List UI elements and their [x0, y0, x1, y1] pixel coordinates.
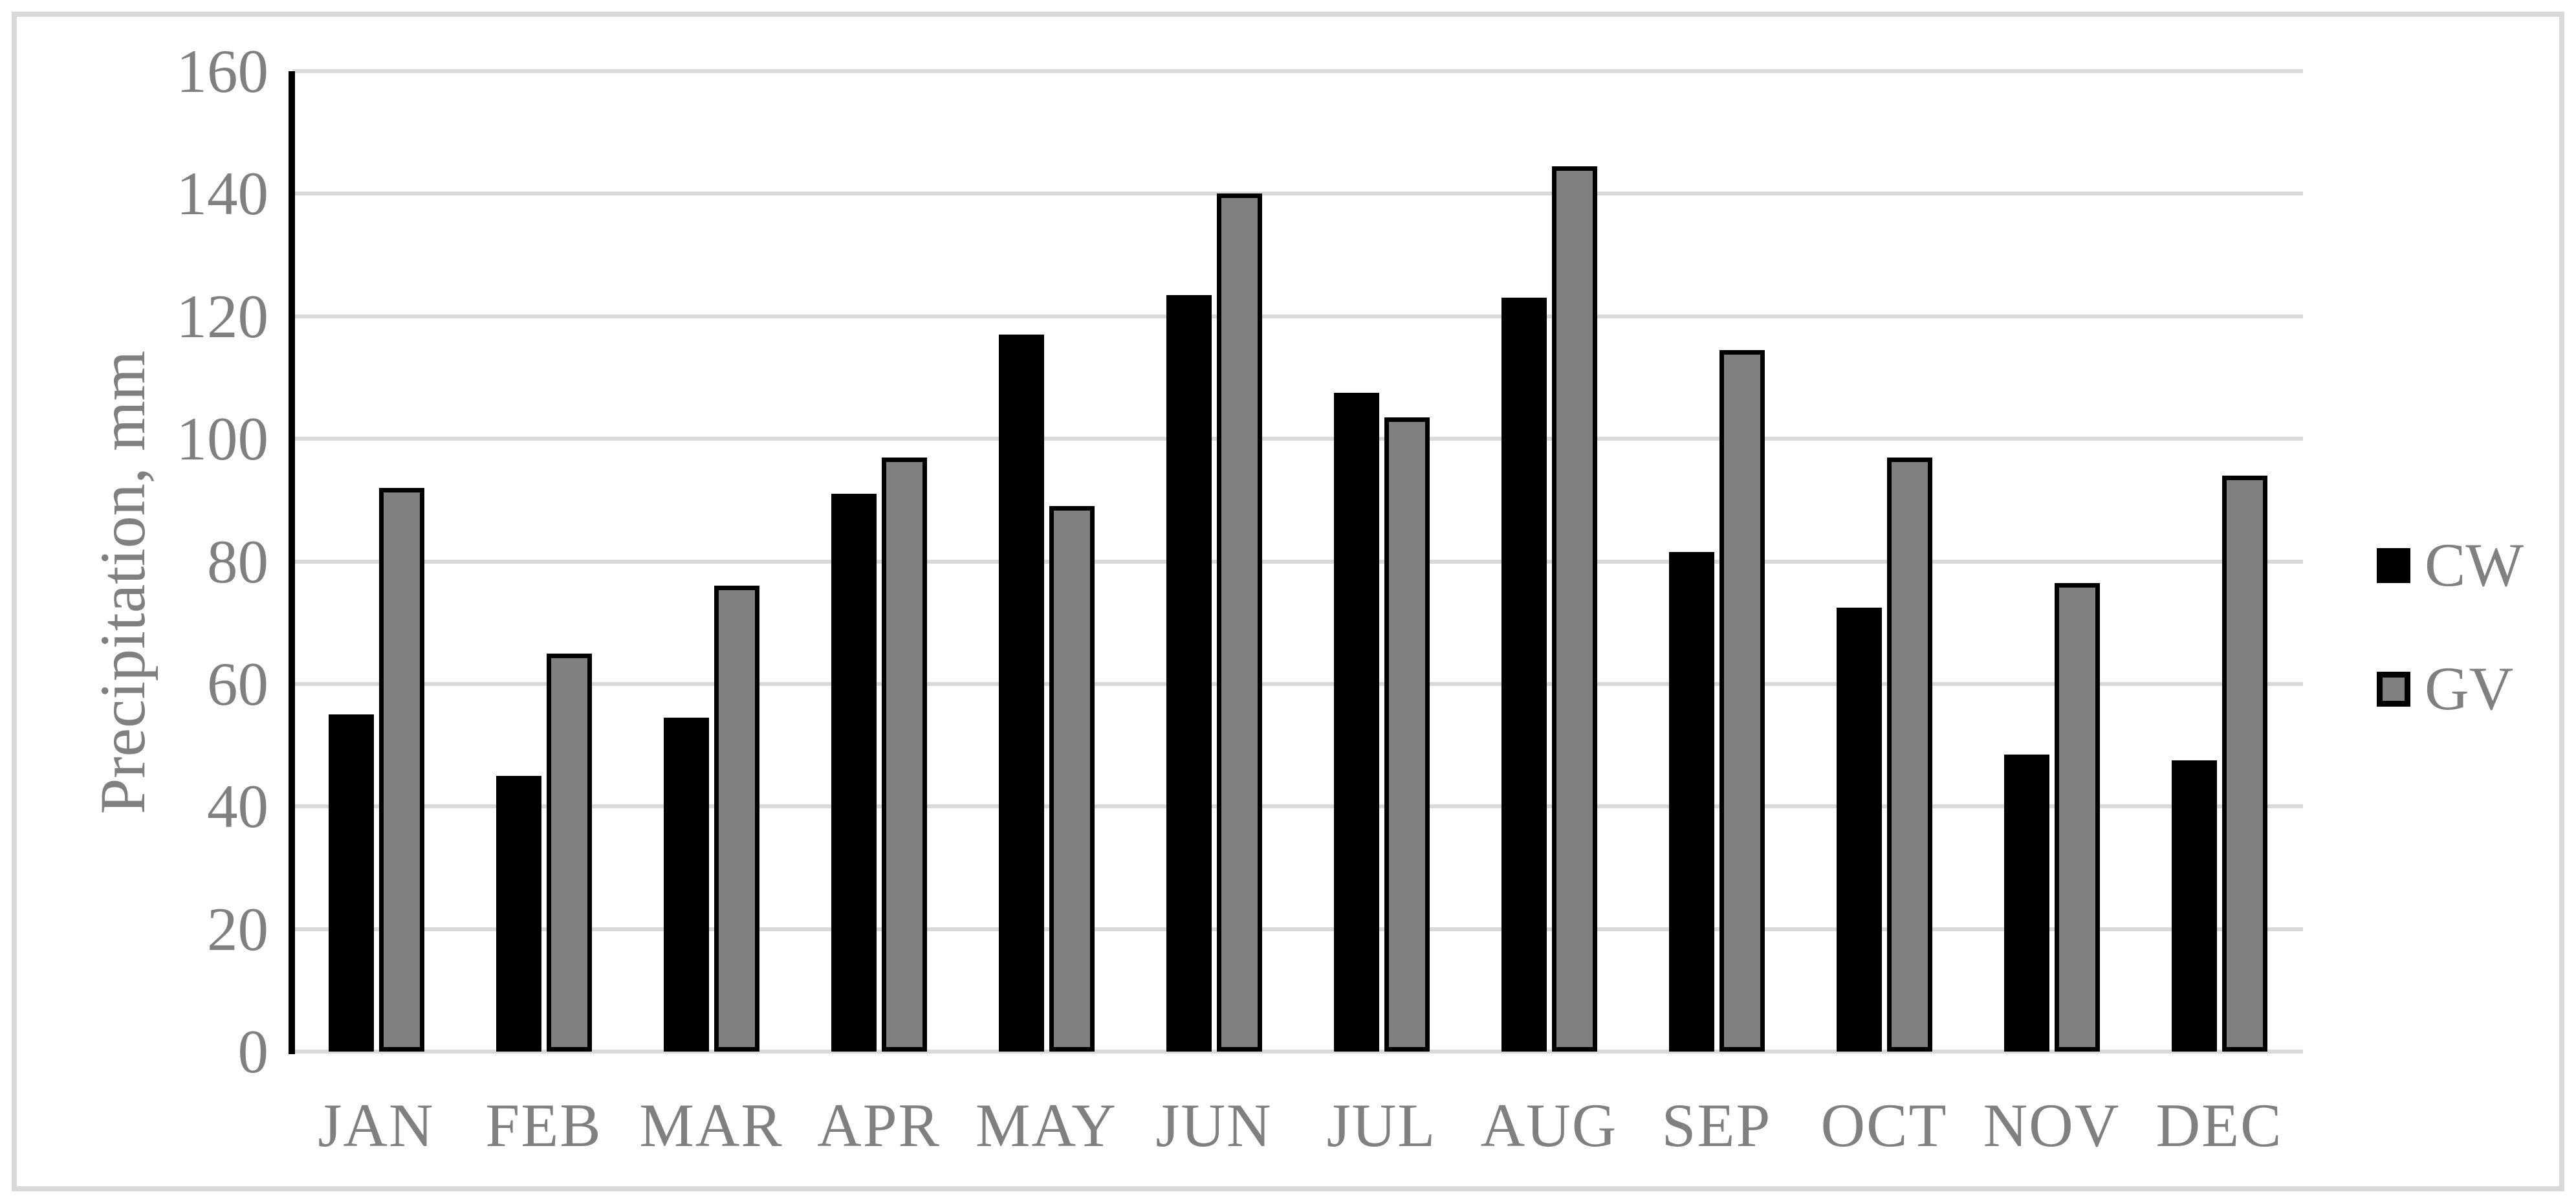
bar-cw-feb: [496, 775, 541, 1052]
x-tick-label-jun: JUN: [1155, 1091, 1272, 1160]
bar-gv-dec: [2221, 475, 2267, 1052]
gridline-y-20: [292, 927, 2303, 931]
x-tick-label-mar: MAR: [639, 1091, 783, 1160]
bar-cw-oct: [1836, 607, 1882, 1052]
y-tick-label-100: 100: [176, 404, 269, 474]
legend: CW GV: [2377, 535, 2524, 720]
y-tick-label-0: 0: [237, 1017, 269, 1086]
bar-cw-jan: [328, 714, 374, 1052]
gridline-y-100: [292, 437, 2303, 441]
legend-item-gv: GV: [2377, 658, 2524, 720]
bar-gv-sep: [1719, 349, 1765, 1052]
x-tick-label-aug: AUG: [1480, 1091, 1618, 1160]
legend-label-gv: GV: [2425, 654, 2514, 723]
gridline-y-140: [292, 192, 2303, 196]
bar-cw-sep: [1668, 552, 1714, 1052]
bar-cw-mar: [663, 717, 709, 1052]
bar-cw-jul: [1333, 393, 1379, 1052]
gridline-y-160: [292, 69, 2303, 73]
bar-cw-may: [998, 335, 1044, 1052]
y-tick-label-60: 60: [207, 649, 268, 718]
gridline-y-80: [292, 559, 2303, 564]
bar-gv-mar: [714, 586, 759, 1052]
y-tick-label-160: 160: [176, 37, 269, 105]
bar-gv-jun: [1216, 193, 1262, 1052]
bar-gv-jan: [378, 487, 424, 1052]
legend-swatch-cw-icon: [2377, 547, 2410, 583]
legend-item-cw: CW: [2377, 535, 2524, 596]
x-tick-label-jan: JAN: [318, 1091, 435, 1160]
bar-cw-dec: [2171, 760, 2217, 1052]
y-axis-line: [289, 71, 295, 1054]
gridline-y-60: [292, 681, 2303, 686]
y-tick-label-20: 20: [207, 894, 268, 964]
legend-label-cw: CW: [2425, 531, 2524, 599]
bar-gv-aug: [1551, 166, 1597, 1052]
y-tick-label-40: 40: [207, 772, 268, 841]
legend-swatch-gv-icon: [2377, 671, 2410, 707]
bar-cw-aug: [1501, 298, 1547, 1052]
x-tick-label-may: MAY: [976, 1091, 1117, 1160]
x-tick-label-apr: APR: [817, 1091, 941, 1160]
x-tick-label-nov: NOV: [1983, 1091, 2121, 1160]
x-tick-label-oct: OCT: [1820, 1091, 1948, 1160]
bar-cw-nov: [2003, 754, 2049, 1052]
bar-cw-apr: [831, 494, 877, 1052]
bar-gv-jul: [1384, 417, 1430, 1052]
y-tick-label-120: 120: [176, 281, 269, 351]
gridline-y-40: [292, 804, 2303, 809]
bar-gv-oct: [1886, 457, 1932, 1052]
bar-gv-apr: [881, 457, 927, 1052]
gridline-y-0: [292, 1050, 2303, 1054]
bar-gv-feb: [546, 653, 592, 1052]
x-tick-label-dec: DEC: [2156, 1091, 2283, 1160]
x-tick-label-sep: SEP: [1661, 1091, 1772, 1160]
gridline-y-120: [292, 314, 2303, 318]
x-tick-label-jul: JUL: [1326, 1091, 1437, 1160]
bar-gv-may: [1049, 506, 1095, 1052]
y-tick-label-140: 140: [176, 159, 269, 228]
x-tick-label-feb: FEB: [485, 1091, 602, 1160]
bar-cw-jun: [1166, 294, 1212, 1052]
y-tick-label-80: 80: [207, 527, 268, 596]
bar-gv-nov: [2054, 582, 2100, 1052]
